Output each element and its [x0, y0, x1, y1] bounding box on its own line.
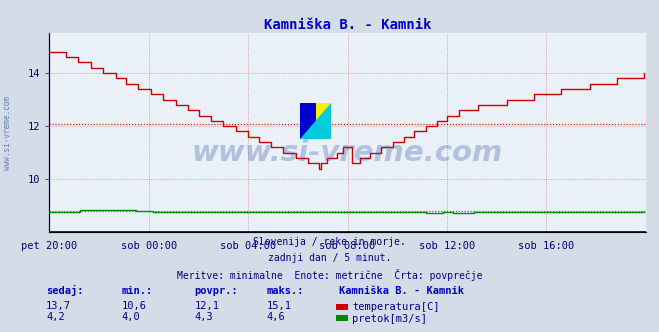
- Text: www.si-vreme.com: www.si-vreme.com: [192, 139, 503, 167]
- Polygon shape: [300, 103, 331, 139]
- Text: 4,0: 4,0: [122, 312, 140, 322]
- Text: Meritve: minimalne  Enote: metrične  Črta: povprečje: Meritve: minimalne Enote: metrične Črta:…: [177, 269, 482, 281]
- Text: pretok[m3/s]: pretok[m3/s]: [352, 314, 427, 324]
- Text: 4,6: 4,6: [267, 312, 285, 322]
- Text: 4,2: 4,2: [46, 312, 65, 322]
- Text: povpr.:: povpr.:: [194, 286, 238, 296]
- Text: temperatura[C]: temperatura[C]: [352, 302, 440, 312]
- Text: 12,1: 12,1: [194, 301, 219, 311]
- Text: 13,7: 13,7: [46, 301, 71, 311]
- Text: Kamniška B. - Kamnik: Kamniška B. - Kamnik: [339, 286, 465, 296]
- Text: www.si-vreme.com: www.si-vreme.com: [3, 96, 13, 170]
- Bar: [300, 103, 316, 139]
- Text: 15,1: 15,1: [267, 301, 292, 311]
- Text: Slovenija / reke in morje.: Slovenija / reke in morje.: [253, 237, 406, 247]
- Title: Kamniška B. - Kamnik: Kamniška B. - Kamnik: [264, 18, 432, 32]
- Text: sedaj:: sedaj:: [46, 285, 84, 296]
- Text: min.:: min.:: [122, 286, 153, 296]
- Bar: [316, 103, 331, 139]
- Text: 10,6: 10,6: [122, 301, 147, 311]
- Text: zadnji dan / 5 minut.: zadnji dan / 5 minut.: [268, 253, 391, 263]
- Text: maks.:: maks.:: [267, 286, 304, 296]
- Text: 4,3: 4,3: [194, 312, 213, 322]
